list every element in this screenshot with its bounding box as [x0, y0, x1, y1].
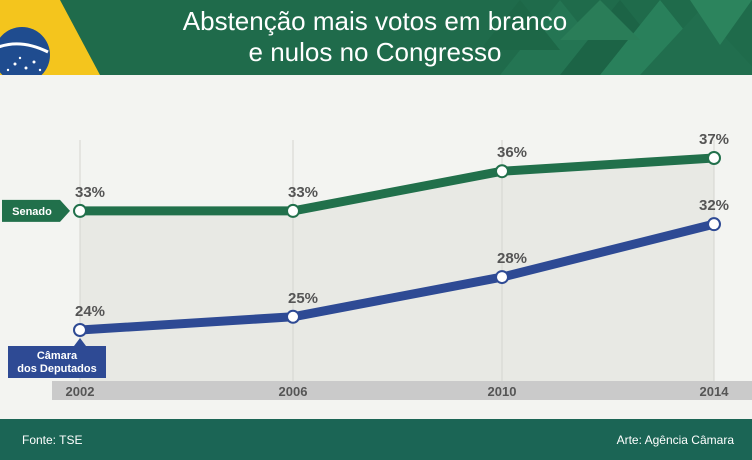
x-axis-band: [52, 381, 752, 400]
page-title: Abstenção mais votos em branco e nulos n…: [150, 6, 600, 68]
brazil-flag-icon: [0, 0, 100, 75]
header-banner: Abstenção mais votos em branco e nulos n…: [0, 0, 752, 75]
camara-tag-line1: Câmara: [37, 350, 78, 362]
senado-tag-label: Senado: [12, 206, 52, 218]
senado-point-2010: [495, 164, 509, 179]
credit-text: Arte: Agência Câmara: [616, 433, 734, 447]
x-tick-2006: 2006: [279, 384, 308, 399]
title-line-1: Abstenção mais votos em branco: [182, 6, 568, 36]
x-tick-2002: 2002: [66, 384, 95, 399]
x-tick-2010: 2010: [488, 384, 517, 399]
senado-label-2010: 36%: [497, 144, 527, 161]
triangle-pattern: [480, 0, 752, 75]
camara-line: [75, 219, 719, 335]
senado-label-2006: 33%: [288, 184, 318, 201]
camara-tag: [8, 338, 106, 378]
senado-point-2002: [73, 203, 87, 218]
camara-label-2006: 25%: [288, 290, 318, 307]
line-chart: 2002 2006 2010 2014 33% 33% 36% 37% 24% 25% 28% 32%…: [2, 131, 752, 400]
camara-tag-line2: dos Deputados: [17, 363, 96, 375]
camara-label-2002: 24%: [75, 303, 105, 320]
title-line-2: e nulos no Congresso: [248, 37, 502, 67]
senado-label-2014: 37%: [699, 131, 729, 148]
camara-label-2010: 28%: [497, 250, 527, 267]
camara-point-2006: [286, 309, 300, 324]
senado-label-2002: 33%: [75, 184, 105, 201]
camara-point-2002: [73, 323, 87, 337]
senado-line: [75, 153, 719, 216]
senado-point-2006: [286, 203, 300, 218]
x-tick-2014: 2014: [700, 384, 730, 399]
source-text: Fonte: TSE: [22, 433, 83, 447]
camara-point-2010: [495, 270, 509, 285]
senado-point-2014: [707, 151, 721, 165]
footer-bar: Fonte: TSE Arte: Agência Câmara: [0, 419, 752, 460]
camara-point-2014: [707, 217, 721, 232]
senado-tag: [2, 199, 70, 222]
camara-label-2014: 32%: [699, 197, 729, 214]
